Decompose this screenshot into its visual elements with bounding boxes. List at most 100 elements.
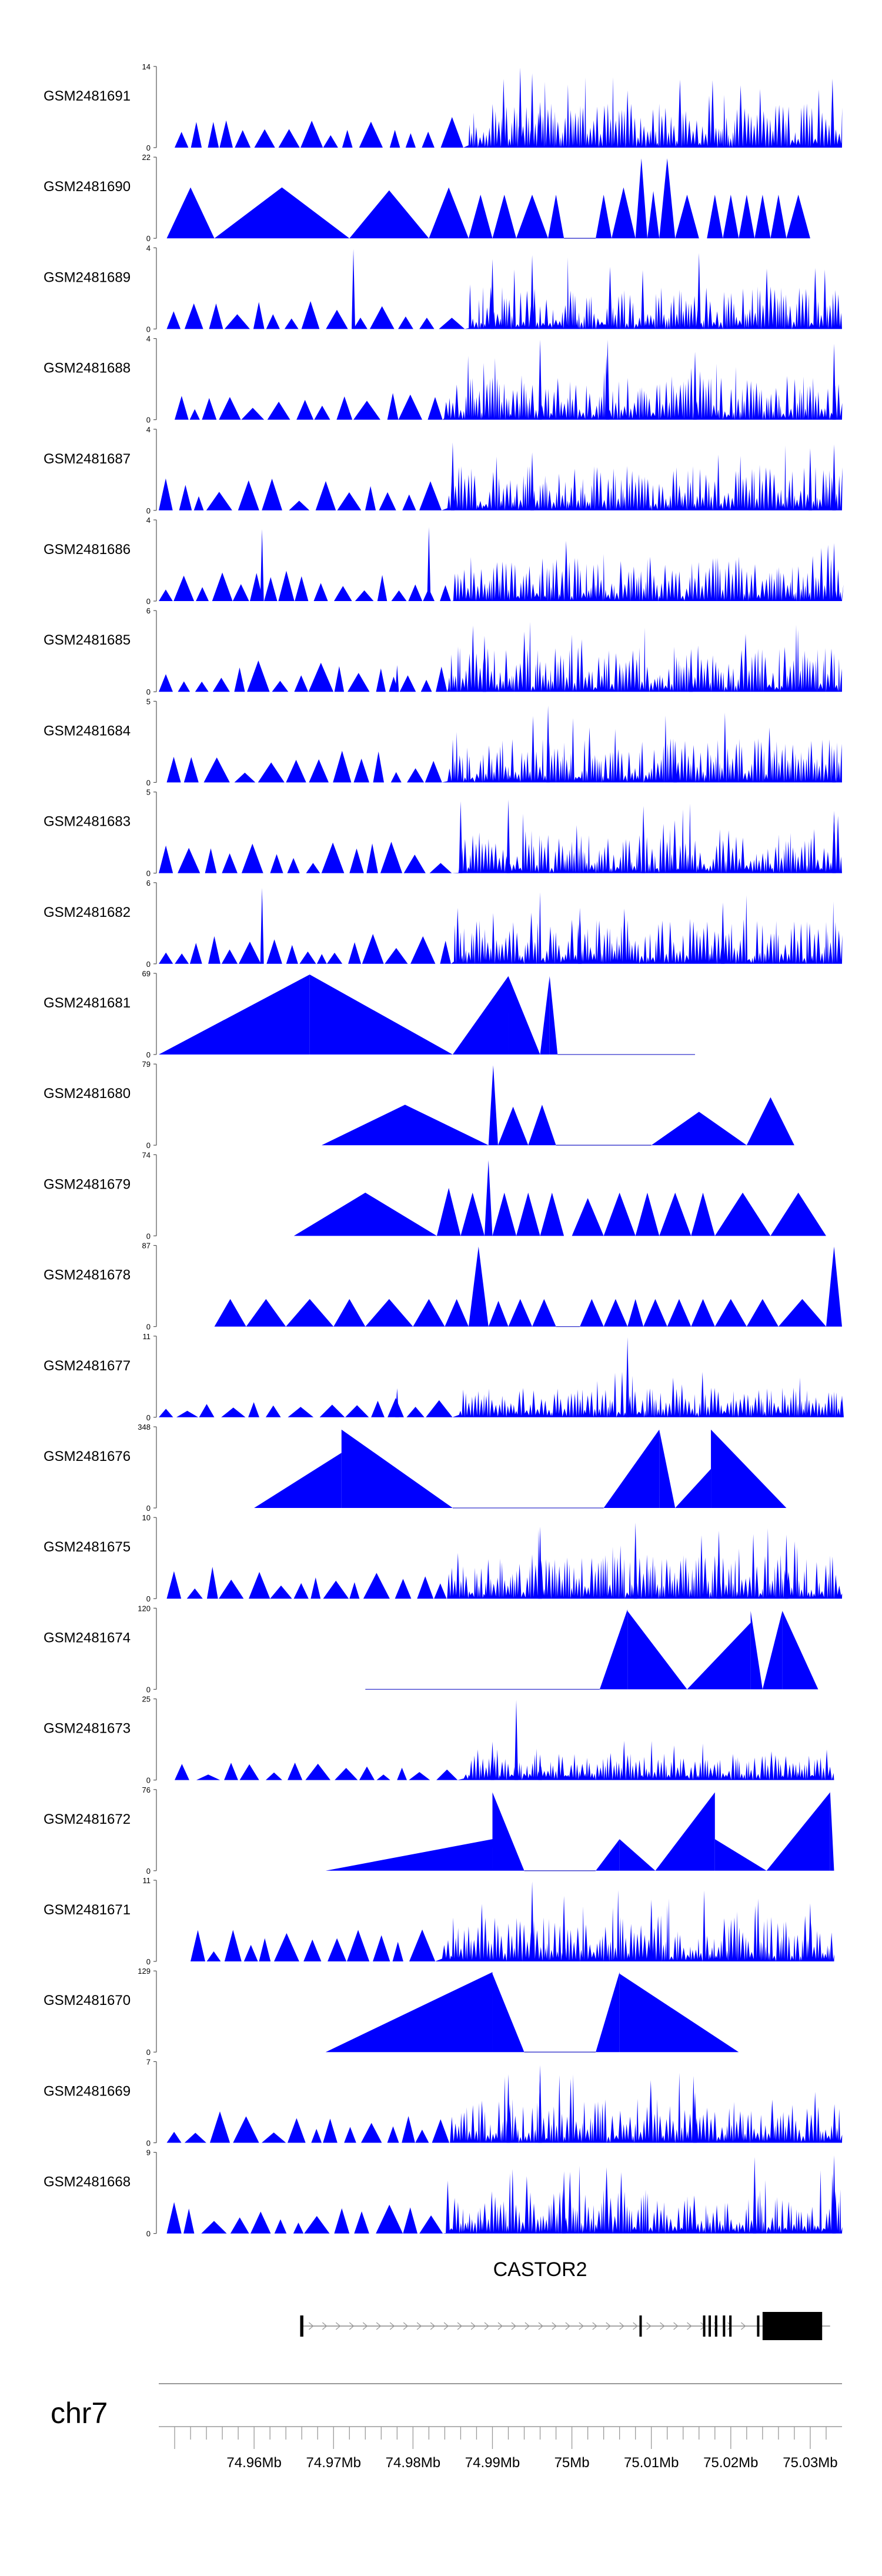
coverage-peak xyxy=(254,1453,342,1508)
coverage-peak xyxy=(673,740,677,783)
strand-arrow xyxy=(646,2322,652,2330)
coverage-peak xyxy=(739,195,755,239)
coverage-peak xyxy=(260,887,264,964)
y-min-label: 0 xyxy=(146,1685,151,1694)
y-max-label: 11 xyxy=(143,1332,151,1341)
coverage-peak xyxy=(643,1299,667,1327)
strand-arrow xyxy=(470,2322,476,2330)
coverage-peak xyxy=(627,1611,687,1690)
axis-tick-label: 75.01Mb xyxy=(624,2455,679,2471)
coverage-peak xyxy=(395,1388,399,1417)
coverage-area xyxy=(159,540,844,601)
coverage-peak xyxy=(578,907,582,964)
track-GSM2481679: GSM2481679 74 0 xyxy=(44,1150,826,1240)
coverage-area xyxy=(159,622,842,692)
coverage-tracks: GSM2481691140GSM2481690220GSM248168940GS… xyxy=(44,62,844,2238)
coverage-area xyxy=(175,1741,834,1780)
track-label: GSM2481689 xyxy=(44,269,131,285)
coverage-peak xyxy=(436,1187,461,1236)
y-max-label: 4 xyxy=(146,425,151,434)
strand-arrow xyxy=(592,2322,597,2330)
coverage-peak xyxy=(518,68,522,148)
track-GSM2481676: GSM2481676 348 0 xyxy=(44,1423,787,1513)
axis-tick-label: 75.03Mb xyxy=(783,2455,837,2471)
strand-arrow xyxy=(633,2322,638,2330)
strand-arrow xyxy=(416,2322,422,2330)
coverage-peak xyxy=(516,1192,540,1236)
coverage-peak xyxy=(687,1623,751,1690)
coverage-peak xyxy=(309,975,453,1055)
y-min-label: 0 xyxy=(146,869,151,878)
coverage-peak xyxy=(717,1530,721,1599)
coverage-peak xyxy=(562,1896,566,1961)
coverage-peak xyxy=(506,799,510,873)
y-max-label: 74 xyxy=(142,1150,151,1159)
strand-arrow xyxy=(443,2322,449,2330)
coverage-area xyxy=(159,803,842,873)
y-max-label: 129 xyxy=(138,1967,151,1976)
coverage-peak xyxy=(530,1881,534,1961)
y-min-label: 0 xyxy=(146,416,151,425)
gene-exon xyxy=(709,2315,711,2337)
track-GSM2481690: GSM2481690 22 0 xyxy=(44,153,810,243)
coverage-peak xyxy=(721,902,725,964)
coverage-peak xyxy=(784,1534,789,1599)
strand-arrow xyxy=(741,2322,746,2330)
coverage-peak xyxy=(413,1299,445,1327)
track-label: GSM2481668 xyxy=(44,2174,131,2190)
coverage-area xyxy=(166,257,842,329)
y-min-label: 0 xyxy=(146,2048,151,2057)
coverage-peak xyxy=(562,2171,566,2234)
track-label: GSM2481671 xyxy=(44,1902,131,1918)
track-GSM2481672: GSM2481672 76 0 xyxy=(44,1786,834,1876)
coverage-peak xyxy=(693,352,697,420)
coverage-peak xyxy=(599,1609,628,1690)
y-max-label: 120 xyxy=(138,1604,151,1613)
track-label: GSM2481680 xyxy=(44,1086,131,1102)
coverage-peak xyxy=(693,2092,697,2143)
track-GSM2481689: GSM2481689 4 0 xyxy=(44,243,842,333)
track-label: GSM2481669 xyxy=(44,2083,131,2099)
track-label: GSM2481682 xyxy=(44,905,131,920)
y-max-label: 5 xyxy=(146,697,151,706)
coverage-peak xyxy=(528,1105,556,1146)
y-min-label: 0 xyxy=(146,778,151,787)
coverage-peak xyxy=(395,665,399,692)
coverage-peak xyxy=(497,1106,529,1146)
coverage-peak xyxy=(246,1299,286,1327)
coverage-peak xyxy=(786,195,810,239)
coverage-area xyxy=(159,1372,842,1417)
y-min-label: 0 xyxy=(146,1050,151,1059)
track-GSM2481682: GSM2481682 6 0 xyxy=(44,879,843,969)
coverage-area xyxy=(175,355,843,420)
coverage-peak xyxy=(549,976,558,1055)
coverage-peak xyxy=(635,1192,660,1236)
coverage-peak xyxy=(468,1246,489,1327)
track-label: GSM2481681 xyxy=(44,995,131,1011)
coverage-peak xyxy=(450,442,455,510)
coverage-peak xyxy=(603,1299,628,1327)
coverage-area xyxy=(159,892,843,964)
track-GSM2481675: GSM2481675 10 0 xyxy=(44,1513,843,1603)
y-max-label: 9 xyxy=(146,2148,151,2157)
coverage-peak xyxy=(490,1741,495,1780)
gene-track: CASTOR2 xyxy=(300,2258,830,2340)
strand-arrow xyxy=(538,2322,543,2330)
coverage-peak xyxy=(691,1299,715,1327)
coverage-peak xyxy=(286,1299,334,1327)
coverage-peak xyxy=(488,1065,498,1146)
axis-tick-label: 74.98Mb xyxy=(386,2455,440,2471)
coverage-peak xyxy=(840,1395,844,1417)
strand-arrow xyxy=(552,2322,557,2330)
y-min-label: 0 xyxy=(146,2230,151,2238)
coverage-peak xyxy=(626,90,630,148)
coverage-area xyxy=(191,1890,834,1961)
y-min-label: 0 xyxy=(146,1504,151,1513)
coverage-peak xyxy=(530,73,534,148)
track-label: GSM2481690 xyxy=(44,179,131,195)
coverage-peak xyxy=(596,1839,620,1871)
coverage-peak xyxy=(538,339,542,420)
coverage-peak xyxy=(659,1430,676,1508)
y-max-label: 4 xyxy=(146,243,151,252)
coverage-peak xyxy=(753,2157,757,2234)
